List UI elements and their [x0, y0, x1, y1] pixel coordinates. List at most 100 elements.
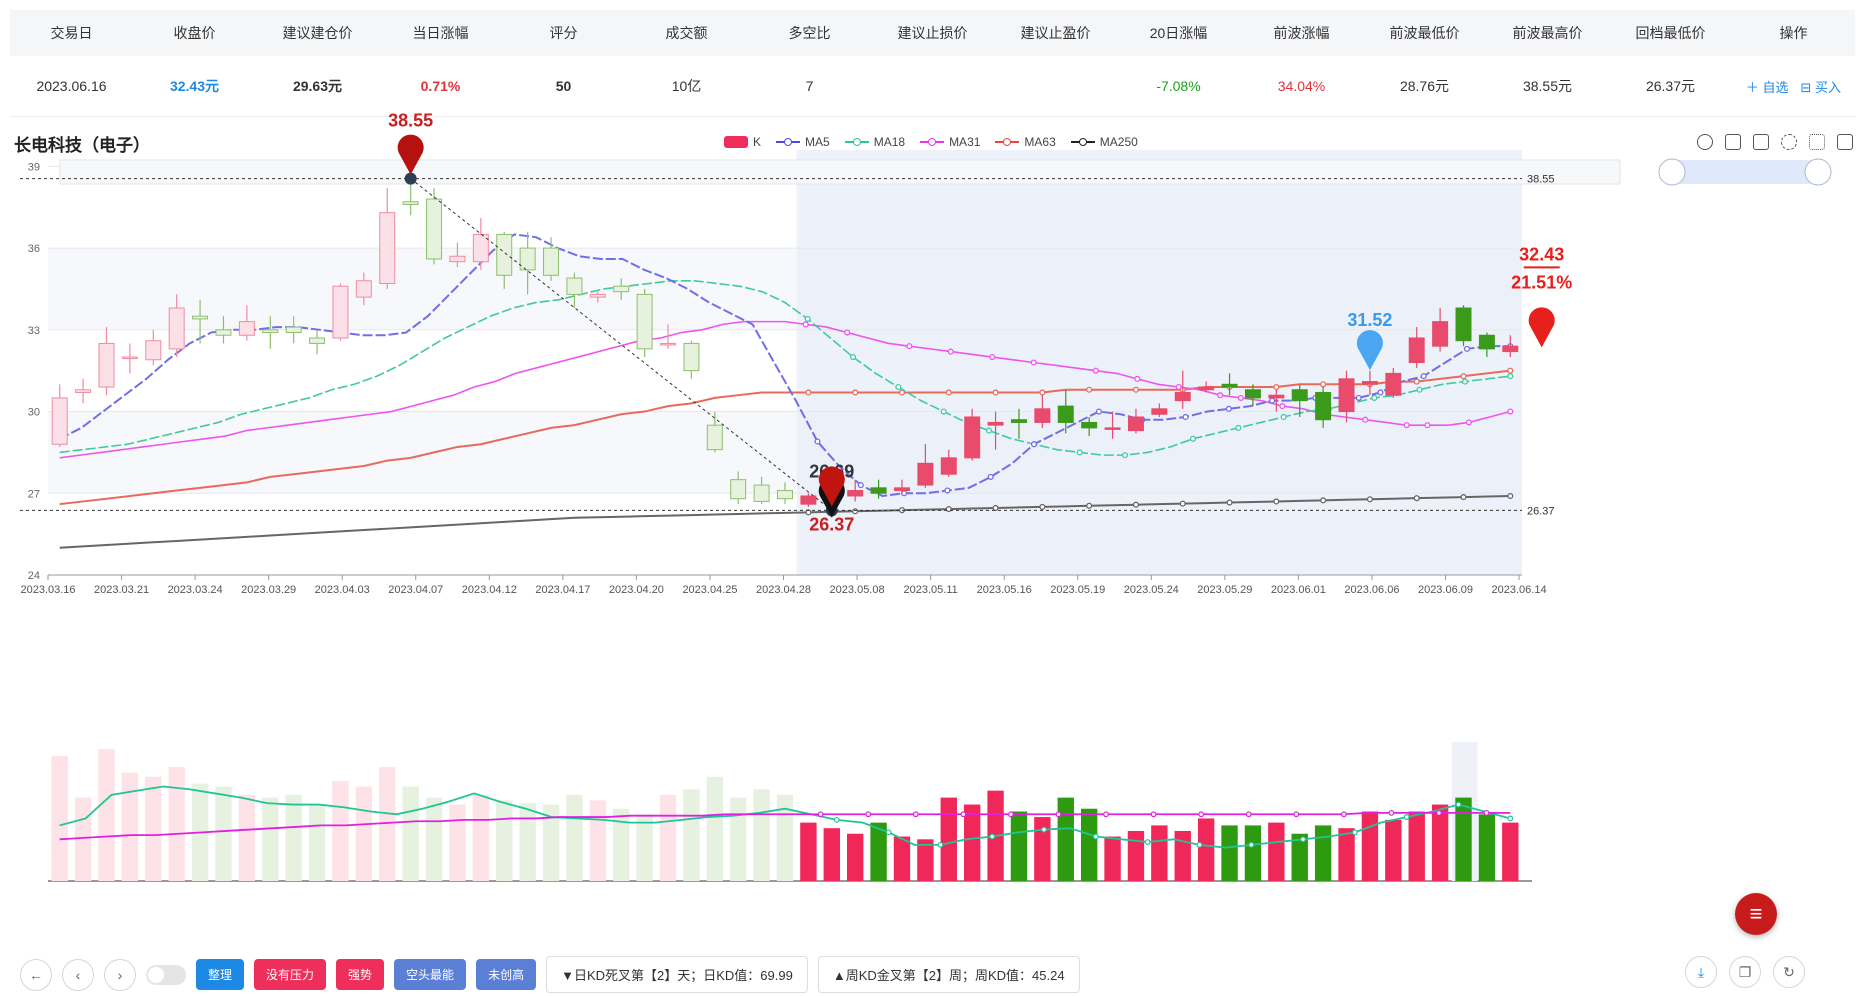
back-button[interactable]: ← [20, 958, 52, 991]
x-tick-label: 2023.06.06 [1344, 584, 1399, 596]
volume-bar [1010, 811, 1028, 881]
x-tick-label: 2023.05.11 [904, 584, 958, 596]
volume-bar [519, 803, 536, 881]
volume-line-slow-point [1436, 809, 1442, 816]
low-marker-pin [818, 466, 845, 507]
refresh-icon[interactable]: ↻ [1773, 956, 1805, 988]
legend-item-k[interactable]: K [724, 135, 761, 149]
cell-stop-loss [871, 56, 994, 117]
candle-body [1478, 334, 1495, 350]
prev-button[interactable]: ‹ [62, 958, 94, 991]
legend-item-ma250[interactable]: MA250 [1070, 135, 1138, 149]
pin-shape [397, 134, 424, 175]
ma-point-ma63 [1460, 373, 1467, 380]
ma-point-ma31 [1403, 422, 1410, 429]
volume-bar [121, 772, 139, 881]
ma-point-ma31 [906, 343, 913, 350]
tag-no-pressure[interactable]: 没有压力 [254, 959, 327, 990]
legend-label: K [753, 135, 762, 149]
ma-point-ma18 [1507, 373, 1514, 380]
buy-button[interactable]: ⊟ 买入 [1800, 79, 1842, 95]
candle-body [1408, 337, 1425, 364]
zoom-reset-icon[interactable] [1753, 134, 1769, 150]
ma-point-ma63 [1507, 367, 1514, 374]
volume-bar [823, 828, 840, 881]
volume-line-fast-point [989, 833, 996, 840]
volume-bar [706, 776, 723, 881]
ma-point-ma18 [940, 408, 947, 415]
legend-item-ma18[interactable]: MA18 [844, 135, 905, 149]
volume-line-fast-point [1092, 833, 1099, 840]
daily-kd-info: ▼日KD死叉第【2】天；日KD值：69.99 [546, 956, 808, 993]
ma-point-ma18 [1416, 386, 1423, 393]
volume-bar [800, 822, 817, 881]
candle-body [379, 212, 396, 284]
ma-point-ma250 [1132, 501, 1140, 508]
tag-strong[interactable]: 强势 [336, 959, 385, 990]
volume-bar [1151, 825, 1168, 881]
latest-price-label: 32.43 [1519, 244, 1564, 264]
volume-bar [917, 839, 934, 881]
ma-point-ma31 [1217, 392, 1224, 399]
volume-bar [1197, 818, 1215, 881]
tag-bear-max[interactable]: 空头最能 [394, 959, 467, 990]
copy-icon[interactable]: ❐ [1729, 956, 1761, 988]
candle-body [893, 487, 910, 492]
ma-point-ma18 [1280, 413, 1287, 421]
data-zoom-window [1672, 160, 1820, 184]
volume-line-fast-point [1144, 839, 1151, 845]
ma-line-ma31 [59, 320, 1511, 459]
mode-toggle[interactable] [146, 964, 186, 985]
candle-body [1502, 345, 1519, 353]
header-prev-wave-low: 前波最低价 [1363, 10, 1486, 56]
menu-icon[interactable]: ≡ [1735, 893, 1777, 935]
candle-body [215, 329, 232, 336]
refresh-icon[interactable] [1697, 134, 1713, 150]
x-tick-label: 2023.04.28 [756, 584, 811, 596]
volume-line-fast-point [1248, 841, 1255, 848]
ma-point-ma31 [802, 321, 809, 328]
candle-body [753, 484, 770, 502]
volume-bar [566, 794, 583, 881]
cell-ratio: 7 [748, 56, 871, 117]
volume-bar [613, 808, 630, 881]
volume-line-fast-point [1196, 841, 1203, 848]
tag-no-new-high[interactable]: 未创高 [476, 959, 537, 990]
save-image-icon[interactable] [1837, 134, 1853, 150]
cell-actions: ＋ 自选 ⊟ 买入 [1732, 56, 1855, 117]
zoom-icon[interactable] [1725, 134, 1741, 150]
latest-change-label: 21.51% [1511, 272, 1572, 292]
tag-consolidation[interactable]: 整理 [196, 959, 245, 990]
next-button[interactable]: › [104, 958, 136, 991]
volume-line-fast-point [1507, 815, 1514, 822]
volume-line-fast-point [1300, 836, 1306, 843]
legend-ma5-swatch [776, 136, 801, 148]
header-prev-wave-high: 前波最高价 [1486, 10, 1609, 56]
add-watchlist-button[interactable]: ＋ 自选 [1745, 79, 1789, 95]
candle-body [566, 277, 583, 295]
ma-point-ma250 [1507, 492, 1514, 500]
volume-bar [402, 786, 419, 881]
candle-body [777, 490, 793, 500]
candle-body [683, 342, 700, 372]
download-icon[interactable]: ⤓ [1685, 956, 1717, 988]
cell-prev-wave-high: 38.55元 [1486, 56, 1609, 117]
legend-item-ma5[interactable]: MA5 [776, 135, 830, 149]
legend-item-ma31[interactable]: MA31 [920, 135, 980, 149]
candle-body [706, 424, 723, 451]
fullscreen-icon[interactable] [1809, 134, 1825, 150]
candle-body [496, 233, 513, 276]
volume-bar [332, 780, 349, 881]
header-score: 评分 [502, 10, 625, 56]
volume-bar [449, 804, 466, 881]
restore-icon[interactable] [1781, 134, 1797, 150]
ma-line-ma18 [59, 279, 1511, 456]
x-tick-label: 2023.04.07 [388, 584, 443, 596]
candle-body [426, 198, 443, 260]
legend-item-ma63[interactable]: MA63 [995, 135, 1056, 149]
ma-point-ma5 [1225, 405, 1232, 412]
ma-point-ma5 [1463, 345, 1471, 352]
y-tick-label: 33 [28, 325, 40, 337]
y-tick-label: 36 [28, 243, 40, 255]
